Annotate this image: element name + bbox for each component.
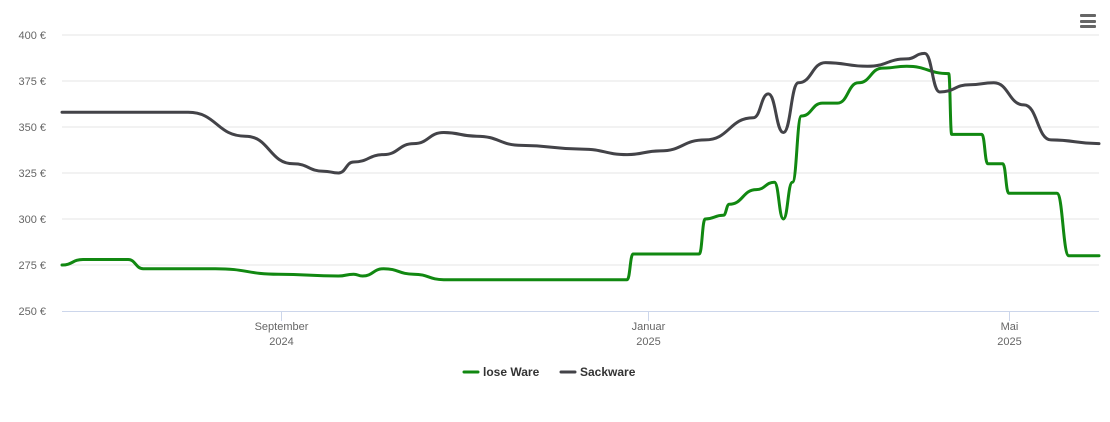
legend-label: lose Ware [483,365,540,379]
series-line-sackware[interactable] [60,51,1101,175]
y-tick-label: 325 € [18,168,46,180]
legend-item-sackware[interactable]: Sackware [559,365,636,379]
y-tick-label: 250 € [18,306,46,318]
series-lines [60,51,1101,282]
y-axis-labels: 250 € 275 € 300 € 325 € 350 € 375 € 400 € [18,30,46,318]
x-tick-month: Januar [632,321,666,333]
y-tick-label: 275 € [18,260,46,272]
x-tick-year: 2024 [269,336,293,348]
hamburger-menu-icon[interactable] [1076,10,1100,32]
y-tick-label: 350 € [18,122,46,134]
x-tick-month: September [255,321,309,333]
x-axis: September 2024 Januar 2025 Mai 2025 [62,311,1099,348]
y-tick-label: 400 € [18,30,46,42]
x-tick-month: Mai [1001,321,1019,333]
legend: lose Ware Sackware [462,365,636,379]
legend-item-lose-ware[interactable]: lose Ware [462,365,540,379]
y-tick-label: 375 € [18,76,46,88]
y-tick-label: 300 € [18,214,46,226]
x-tick-year: 2025 [997,336,1021,348]
legend-label: Sackware [580,365,636,379]
x-tick-year: 2025 [636,336,660,348]
series-line-lose-ware[interactable] [60,64,1101,282]
grid-lines [62,34,1099,266]
